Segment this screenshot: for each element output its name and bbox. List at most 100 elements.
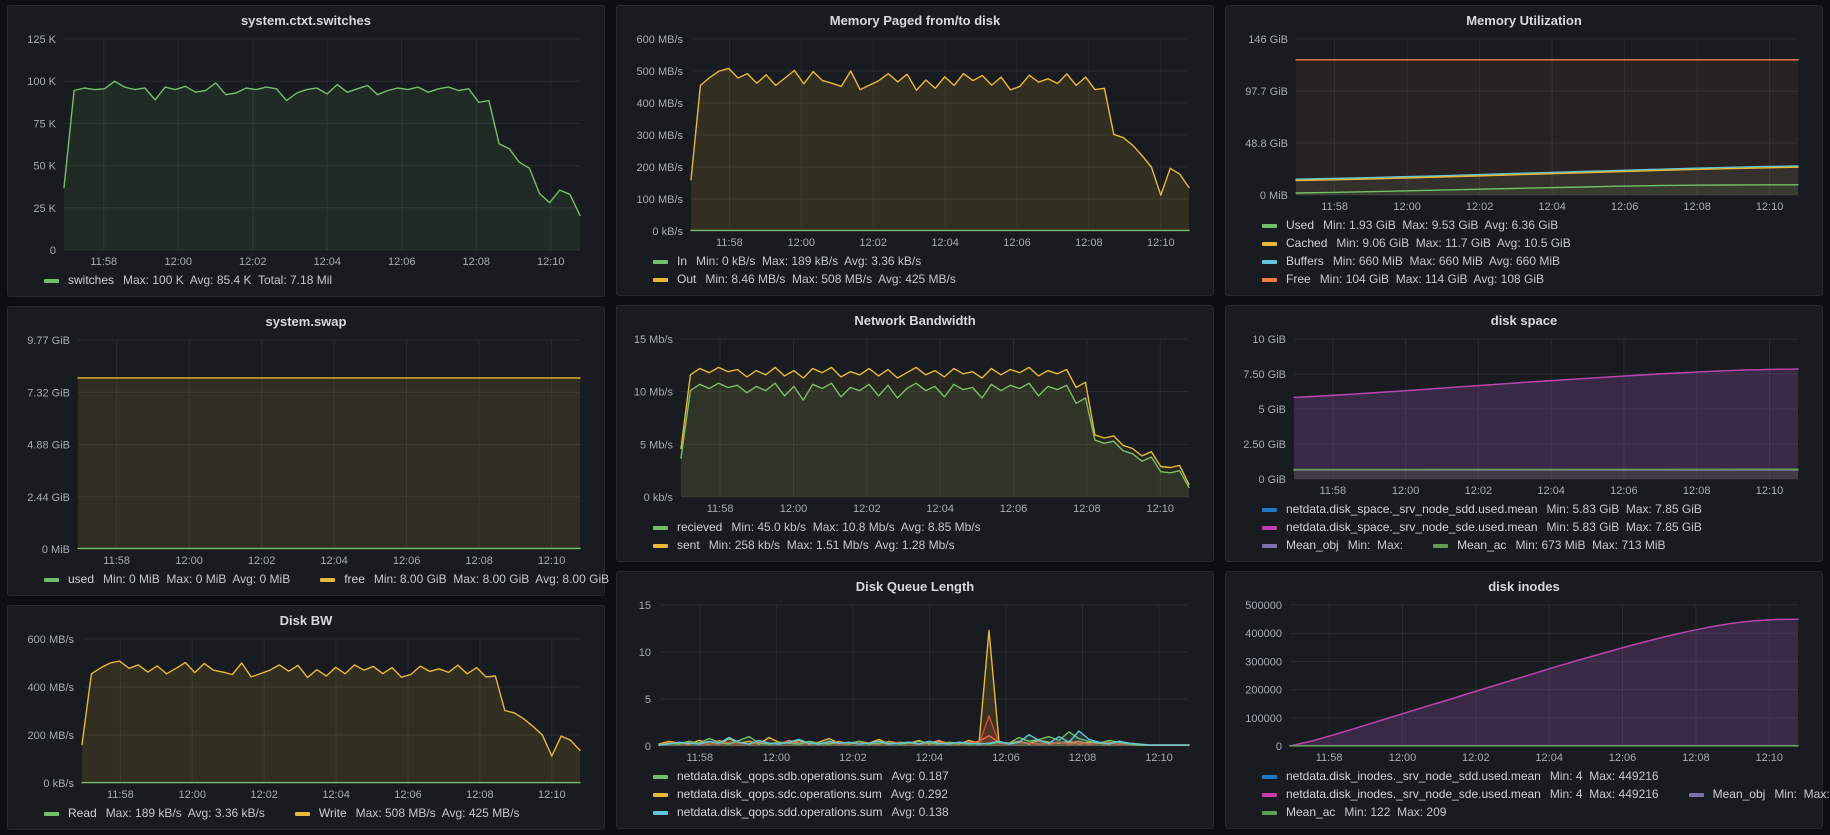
legend-series-label[interactable]: Write [318, 806, 347, 820]
legend-series-label[interactable]: sent [677, 538, 700, 552]
legend-swatch[interactable] [294, 811, 310, 816]
chart-area[interactable]: 0 MiB 2.44 GiB 4.88 GiB 7.32 GiB 9.77 GiB 11:… [18, 331, 594, 569]
legend-item: Used Min: 1.93 GiB Max: 9.53 GiB Avg: 6.3… [1262, 218, 1558, 233]
legend-series-label[interactable]: Mean_ac [1286, 805, 1336, 819]
panel-title[interactable]: Memory Utilization [1466, 13, 1582, 28]
legend-swatch[interactable] [653, 543, 668, 548]
chart-area[interactable]: 0 kb/s 5 Mb/s 10 Mb/s 15 Mb/s 11:58 12:00 12:0… [627, 330, 1203, 517]
legend-series-stats: Min: 104 GiB Max: 114 GiB Avg: 108 GiB [1319, 272, 1545, 286]
panel-title[interactable]: system.swap [265, 314, 347, 329]
legend-swatch[interactable] [1262, 259, 1277, 264]
legend-item: Out Min: 8.46 MB/s Max: 508 MB/s Avg: 425… [653, 272, 956, 287]
chart-area[interactable]: 0 kB/s 100 MB/s 200 MB/s 300 MB/s 400 MB/s 50… [627, 30, 1203, 251]
x-axis-tick-label: 12:00 [1392, 485, 1420, 497]
panel-title[interactable]: system.ctxt.switches [240, 13, 372, 28]
legend-swatch[interactable] [1262, 792, 1277, 797]
legend-swatch[interactable] [44, 811, 59, 816]
x-axis-tick-label: 12:02 [1466, 201, 1494, 213]
x-axis-tick-label: 12:04 [1537, 485, 1565, 497]
legend-series-label[interactable]: switches [68, 273, 115, 287]
legend-swatch[interactable] [653, 810, 668, 815]
legend-swatch[interactable] [1262, 507, 1277, 512]
legend-swatch[interactable] [1433, 543, 1449, 548]
chart-area[interactable]: 0 5 10 15 11:58 12:00 12:02 12:04 12:06 12:08 12:1… [627, 596, 1203, 766]
legend-row: Free Min: 104 GiB Max: 114 GiB Avg: 108 G… [1262, 272, 1812, 287]
panel-title[interactable]: Disk BW [279, 613, 333, 628]
legend-swatch[interactable] [1262, 543, 1277, 548]
legend-series-label[interactable]: Buffers [1286, 254, 1324, 268]
legend-series-label[interactable]: Cached [1286, 236, 1328, 250]
chart-area[interactable]: 0 kB/s 200 MB/s 400 MB/s 600 MB/s 11:58 12:00… [18, 630, 594, 803]
legend-series-label[interactable]: free [344, 572, 365, 586]
y-axis-tick-label: 4.88 GiB [27, 440, 70, 452]
legend-series-label[interactable]: netdata.disk_inodes._srv_node_sde.used.m… [1286, 787, 1541, 801]
series-line [680, 382, 1190, 489]
x-axis-tick-label: 11:58 [1319, 485, 1346, 497]
chart-area[interactable]: 0 25 K 50 K 75 K 100 K 125 K 11:58 12:00 12:02 12… [18, 30, 594, 270]
panel-title[interactable]: Disk Queue Length [855, 579, 975, 594]
panel-title[interactable]: Network Bandwidth [854, 313, 976, 328]
chart-area[interactable]: 0 MiB 48.8 GiB 97.7 GiB 146 GiB 11:58 12:00 12… [1236, 30, 1812, 215]
legend-series-label[interactable]: Free [1286, 272, 1311, 286]
legend-series-label[interactable]: recieved [677, 520, 723, 534]
legend-item: netdata.disk_inodes._srv_node_sde.used.m… [1262, 787, 1659, 802]
legend-swatch[interactable] [1262, 810, 1277, 815]
legend-swatch[interactable] [1688, 792, 1704, 797]
timeseries-chart: 0 GiB 2.50 GiB 5 GiB 7.50 GiB 10 GiB 11:58 12:… [1243, 334, 1799, 497]
y-axis-tick-label: 15 [639, 600, 651, 612]
series-line [1289, 618, 1799, 747]
legend-swatch[interactable] [44, 278, 59, 283]
panel-title[interactable]: disk inodes [1488, 579, 1560, 594]
panel-title[interactable]: Memory Paged from/to disk [829, 13, 1001, 28]
legend-series-label[interactable]: netdata.disk_space._srv_node_sdd.used.me… [1286, 502, 1538, 516]
x-axis-tick-label: 12:08 [1682, 752, 1710, 764]
legend-series-label[interactable]: Used [1286, 218, 1315, 232]
panel-title[interactable]: disk space [1490, 313, 1558, 328]
legend-swatch[interactable] [320, 577, 336, 582]
legend-series-label[interactable]: Mean_obj [1286, 538, 1339, 552]
legend-series-label[interactable]: Read [68, 806, 97, 820]
timeseries-chart: 0 100000 200000 300000 400000 500000 11:58 12:0… [1245, 600, 1799, 764]
legend-series-stats: Min: 0 MiB Max: 0 MiB Avg: 0 MiB [103, 572, 291, 586]
legend-series-label[interactable]: netdata.disk_qops.sdb.operations.sum [677, 769, 883, 783]
legend-series-label[interactable]: In [677, 254, 688, 268]
legend-row: netdata.disk_space._srv_node_sdd.used.me… [1262, 502, 1812, 517]
legend-series-label[interactable]: netdata.disk_qops.sdd.operations.sum [677, 805, 883, 819]
chart-area[interactable]: 0 GiB 2.50 GiB 5 GiB 7.50 GiB 10 GiB 11:58 12:… [1236, 330, 1812, 499]
legend-swatch[interactable] [1262, 223, 1277, 228]
legend-swatch[interactable] [1262, 774, 1277, 779]
legend-item: Mean_ac Min: 122 Max: 209 [1262, 805, 1446, 820]
legend-series-label[interactable]: netdata.disk_inodes._srv_node_sdd.used.m… [1286, 769, 1541, 783]
legend: In Min: 0 kB/s Max: 189 kB/s Avg: 3.36 kB… [627, 251, 1203, 288]
legend-series-stats: Min: Max: [1347, 538, 1404, 552]
series-line [680, 366, 1190, 486]
y-axis-tick-label: 50 K [33, 161, 56, 173]
legend-item: used Min: 0 MiB Max: 0 MiB Avg: 0 MiB [44, 572, 290, 587]
chart-area[interactable]: 0 100000 200000 300000 400000 500000 11:58 12:0… [1236, 596, 1812, 766]
legend-row: Mean_obj Min: Max: Mean_ac Min: 673 MiB Max… [1262, 538, 1812, 553]
legend-series-stats: Min: 0 kB/s Max: 189 kB/s Avg: 3.36 kB/s [696, 254, 922, 268]
legend-swatch[interactable] [653, 792, 668, 797]
timeseries-chart: 0 MiB 2.44 GiB 4.88 GiB 7.32 GiB 9.77 GiB 11:… [27, 335, 581, 567]
legend-series-label[interactable]: Mean_obj [1712, 787, 1766, 801]
legend-swatch[interactable] [653, 774, 668, 779]
legend-series-label[interactable]: netdata.disk_qops.sdc.operations.sum [677, 787, 882, 801]
legend-swatch[interactable] [653, 259, 668, 264]
legend-item: free Min: 8.00 GiB Max: 8.00 GiB Avg: 8.0… [320, 572, 609, 587]
legend-item: netdata.disk_inodes._srv_node_sdd.used.m… [1262, 769, 1659, 784]
legend-swatch[interactable] [1262, 241, 1277, 246]
series-fill [1294, 469, 1798, 479]
legend-series-label[interactable]: Out [677, 272, 697, 286]
legend-swatch[interactable] [1262, 277, 1277, 282]
x-axis-tick-label: 12:08 [463, 256, 491, 268]
legend-series-label[interactable]: used [68, 572, 95, 586]
legend-swatch[interactable] [653, 525, 668, 530]
panel-network-bandwidth: Network Bandwidth 0 kb/s 5 Mb/s 10 Mb/s 15 … [616, 305, 1214, 562]
legend-swatch[interactable] [653, 277, 668, 282]
x-axis-tick-label: 12:10 [1756, 201, 1784, 213]
legend-swatch[interactable] [44, 577, 59, 582]
legend-series-label[interactable]: Mean_ac [1457, 538, 1507, 552]
legend-series-label[interactable]: netdata.disk_space._srv_node_sde.used.me… [1286, 520, 1538, 534]
legend-swatch[interactable] [1262, 525, 1277, 530]
legend-row: netdata.disk_qops.sdd.operations.sum Avg:… [653, 805, 1203, 820]
